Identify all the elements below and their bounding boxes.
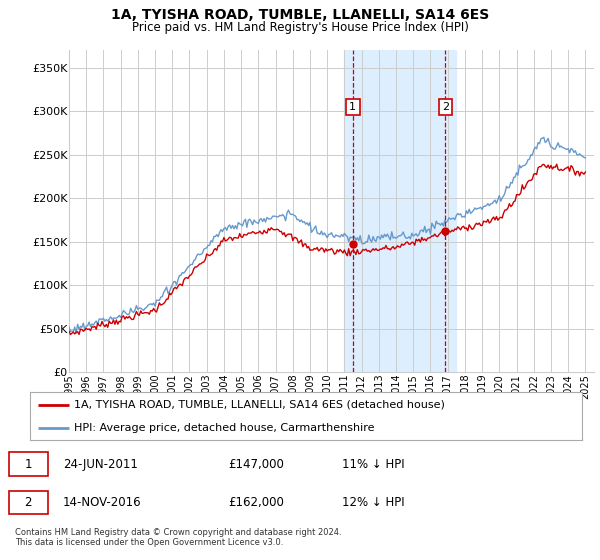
Text: 24-JUN-2011: 24-JUN-2011 [63, 458, 138, 470]
Text: Contains HM Land Registry data © Crown copyright and database right 2024.
This d: Contains HM Land Registry data © Crown c… [15, 528, 341, 547]
FancyBboxPatch shape [9, 491, 48, 514]
Text: 2: 2 [442, 102, 449, 112]
Bar [344, 50, 456, 372]
Text: 1A, TYISHA ROAD, TUMBLE, LLANELLI, SA14 6ES (detached house): 1A, TYISHA ROAD, TUMBLE, LLANELLI, SA14 … [74, 400, 445, 410]
Text: 14-NOV-2016: 14-NOV-2016 [63, 496, 142, 509]
Text: 1A, TYISHA ROAD, TUMBLE, LLANELLI, SA14 6ES: 1A, TYISHA ROAD, TUMBLE, LLANELLI, SA14 … [111, 8, 489, 22]
Text: 12% ↓ HPI: 12% ↓ HPI [342, 496, 404, 509]
Text: 1: 1 [349, 102, 356, 112]
Text: £147,000: £147,000 [228, 458, 284, 470]
FancyBboxPatch shape [9, 452, 48, 476]
Text: 1: 1 [25, 458, 32, 470]
Text: HPI: Average price, detached house, Carmarthenshire: HPI: Average price, detached house, Carm… [74, 423, 374, 433]
Text: 2: 2 [25, 496, 32, 509]
Text: £162,000: £162,000 [228, 496, 284, 509]
Text: Price paid vs. HM Land Registry's House Price Index (HPI): Price paid vs. HM Land Registry's House … [131, 21, 469, 34]
Text: 11% ↓ HPI: 11% ↓ HPI [342, 458, 404, 470]
